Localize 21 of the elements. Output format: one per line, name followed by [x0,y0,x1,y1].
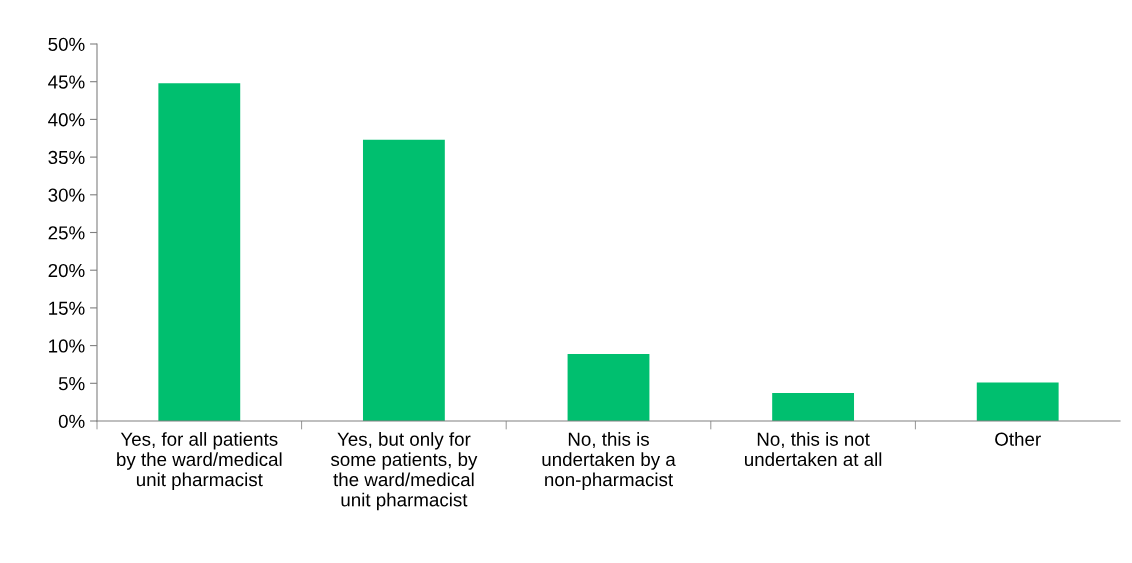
y-tick-label: 5% [58,377,85,391]
y-tick-label: 15% [49,301,85,315]
bar [567,353,650,421]
x-tick-label: Other [995,432,1041,446]
x-tick-label: No, this is undertaken by a non-pharmacist [542,432,676,490]
y-tick-label: 40% [48,113,85,127]
bar [158,83,241,421]
y-tick-label: 0% [58,414,85,428]
y-tick-label: 45% [48,75,85,89]
bar [362,139,445,421]
y-tick-label: 50% [48,37,85,51]
y-tick-label: 20% [48,263,85,278]
y-tick-label: 30% [48,188,85,202]
x-tick-label: No, this is not undertaken at all [745,432,882,467]
bar [772,393,855,421]
bar [976,382,1059,421]
y-tick-label: 25% [48,226,85,240]
x-tick-label: Yes, but only for some patients, by the ward/medical unit pharmacist [330,432,478,511]
x-tick-label: Yes, for all patients by the ward/medical unit pharmacist [117,432,282,490]
y-tick-label: 10% [49,339,85,353]
y-tick-label: 35% [48,150,85,165]
